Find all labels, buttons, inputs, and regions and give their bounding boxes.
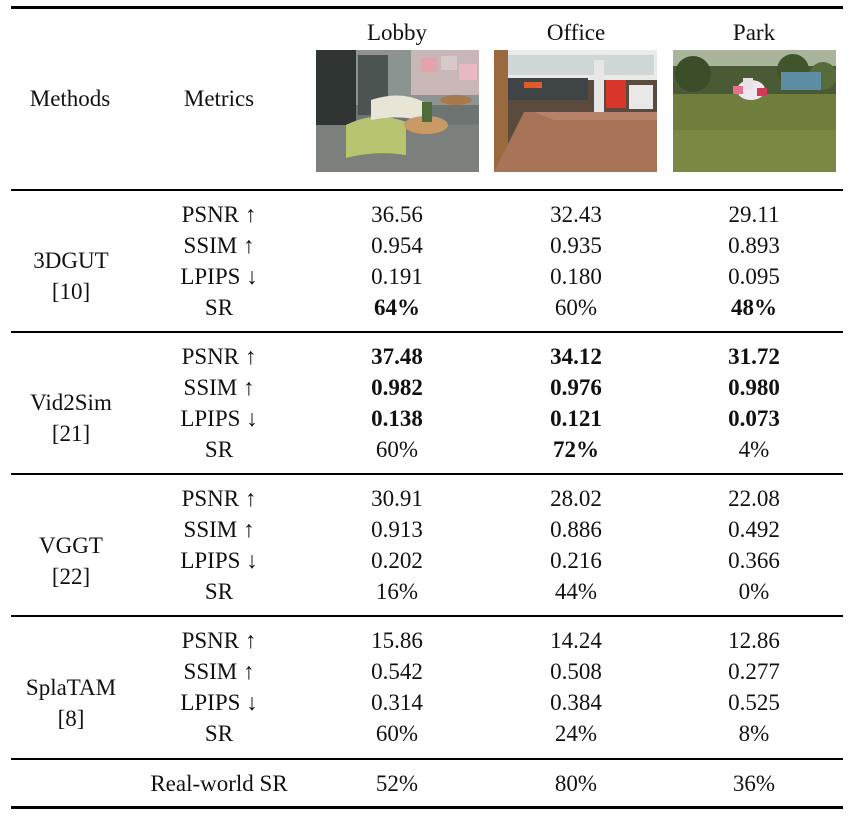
footer-label: Real-world SR bbox=[150, 771, 288, 796]
cell-lobby: 0.954 bbox=[371, 233, 423, 258]
cell-lobby: 0.314 bbox=[371, 690, 423, 715]
cell-park: 0.277 bbox=[728, 659, 780, 684]
header-rule bbox=[11, 189, 843, 191]
cell-park: 0.980 bbox=[728, 375, 780, 400]
metric-label: LPIPS ↓ bbox=[180, 548, 258, 573]
cell-park: 29.11 bbox=[728, 202, 780, 227]
metric-label: PSNR ↑ bbox=[181, 202, 257, 227]
metric-label: LPIPS ↓ bbox=[180, 406, 258, 431]
cell-office: 0.508 bbox=[550, 659, 602, 684]
cell-park: 22.08 bbox=[728, 486, 780, 511]
footer-rule bbox=[11, 758, 843, 760]
metric-label: SSIM ↑ bbox=[183, 375, 255, 400]
cell-office: 0.976 bbox=[550, 375, 602, 400]
cell-park: 0.095 bbox=[728, 264, 780, 289]
metric-label: SR bbox=[204, 437, 234, 462]
metric-label: SR bbox=[204, 295, 234, 320]
cell-lobby: 64% bbox=[374, 295, 420, 320]
cell-lobby: 37.48 bbox=[371, 344, 423, 369]
group-rule-2 bbox=[11, 473, 843, 475]
cell-park: 0.073 bbox=[728, 406, 780, 431]
cell-office: 14.24 bbox=[550, 628, 602, 653]
cell-lobby: 60% bbox=[375, 721, 419, 746]
metric-label: SR bbox=[204, 579, 234, 604]
cell-lobby: 60% bbox=[375, 437, 419, 462]
metric-label: LPIPS ↓ bbox=[180, 264, 258, 289]
metric-label: PSNR ↑ bbox=[181, 628, 257, 653]
metric-label: SSIM ↑ bbox=[183, 517, 255, 542]
cell-park: 0.893 bbox=[728, 233, 780, 258]
cell-park: 4% bbox=[738, 437, 770, 462]
method-name: Vid2Sim bbox=[30, 390, 112, 415]
lobby-scene-photo bbox=[316, 50, 479, 172]
cell-office: 72% bbox=[553, 437, 599, 462]
header-metrics: Metrics bbox=[183, 86, 255, 111]
metric-label: SSIM ↑ bbox=[183, 233, 255, 258]
cell-office: 0.180 bbox=[550, 264, 602, 289]
header-methods: Methods bbox=[29, 86, 111, 111]
cell-park: 0.492 bbox=[728, 517, 780, 542]
cell-park: 8% bbox=[738, 721, 770, 746]
method-name: VGGT bbox=[39, 533, 103, 558]
bottom-rule bbox=[11, 806, 843, 809]
cell-lobby: 0.191 bbox=[371, 264, 423, 289]
cell-lobby: 30.91 bbox=[371, 486, 423, 511]
cell-office: 34.12 bbox=[550, 344, 602, 369]
method-name: SplaTAM bbox=[25, 675, 117, 700]
method-ref: [8] bbox=[57, 706, 85, 731]
metric-label: PSNR ↑ bbox=[181, 344, 257, 369]
header-scene-office: Office bbox=[546, 20, 606, 45]
cell-office: 28.02 bbox=[550, 486, 602, 511]
cell-office: 0.384 bbox=[550, 690, 602, 715]
metric-label: PSNR ↑ bbox=[181, 486, 257, 511]
cell-office: 60% bbox=[554, 295, 598, 320]
cell-office: 44% bbox=[554, 579, 598, 604]
footer-park: 36% bbox=[732, 771, 776, 796]
office-scene-photo bbox=[494, 50, 657, 172]
cell-park: 0.366 bbox=[728, 548, 780, 573]
cell-office: 0.886 bbox=[550, 517, 602, 542]
top-rule bbox=[11, 6, 843, 9]
park-scene-photo bbox=[673, 50, 836, 172]
group-rule-1 bbox=[11, 331, 843, 333]
method-ref: [22] bbox=[51, 564, 91, 589]
cell-park: 48% bbox=[731, 295, 777, 320]
cell-park: 31.72 bbox=[728, 344, 780, 369]
cell-lobby: 15.86 bbox=[371, 628, 423, 653]
footer-lobby: 52% bbox=[375, 771, 419, 796]
header-scene-park: Park bbox=[732, 20, 776, 45]
cell-office: 0.216 bbox=[550, 548, 602, 573]
cell-office: 24% bbox=[554, 721, 598, 746]
cell-lobby: 0.913 bbox=[371, 517, 423, 542]
cell-office: 0.121 bbox=[550, 406, 602, 431]
cell-lobby: 16% bbox=[375, 579, 419, 604]
metric-label: SSIM ↑ bbox=[183, 659, 255, 684]
cell-office: 32.43 bbox=[550, 202, 602, 227]
footer-office: 80% bbox=[554, 771, 598, 796]
cell-park: 12.86 bbox=[728, 628, 780, 653]
cell-office: 0.935 bbox=[550, 233, 602, 258]
cell-park: 0% bbox=[738, 579, 770, 604]
metric-label: SR bbox=[204, 721, 234, 746]
cell-lobby: 0.202 bbox=[371, 548, 423, 573]
metric-label: LPIPS ↓ bbox=[180, 690, 258, 715]
cell-lobby: 0.982 bbox=[371, 375, 423, 400]
group-rule-3 bbox=[11, 615, 843, 617]
cell-lobby: 0.542 bbox=[371, 659, 423, 684]
method-ref: [10] bbox=[51, 279, 91, 304]
method-name: 3DGUT bbox=[33, 248, 109, 273]
cell-park: 0.525 bbox=[728, 690, 780, 715]
cell-lobby: 36.56 bbox=[371, 202, 423, 227]
header-scene-lobby: Lobby bbox=[366, 20, 428, 45]
method-ref: [21] bbox=[51, 421, 91, 446]
cell-lobby: 0.138 bbox=[371, 406, 423, 431]
